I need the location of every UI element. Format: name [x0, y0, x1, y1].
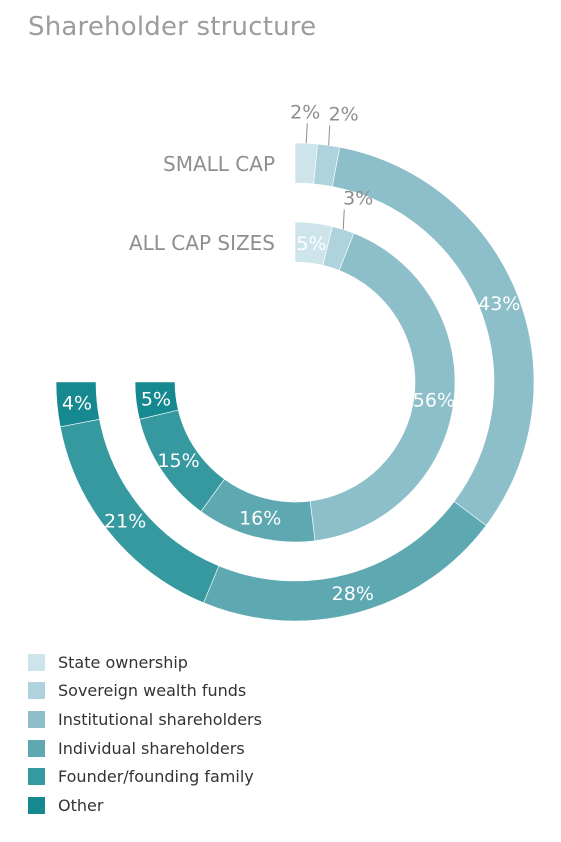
small-cap-segment-other — [55, 381, 100, 428]
small-cap-label-individual: 28% — [332, 583, 374, 605]
legend-label: State ownership — [58, 652, 188, 672]
legend-item-state: State ownership — [28, 648, 262, 677]
small-cap-label-sovereign: 2% — [329, 103, 359, 125]
small-cap-series-label: SMALL CAP — [163, 152, 275, 176]
legend-swatch — [28, 682, 45, 700]
legend-label: Individual shareholders — [58, 738, 245, 758]
legend-item-founder: Founder/founding family — [28, 762, 262, 791]
small-cap-leader-sovereign — [328, 125, 331, 146]
legend-item-other: Other — [28, 791, 262, 820]
all-cap-label-other: 5% — [141, 388, 171, 410]
legend: State ownership Sovereign wealth funds Ins… — [28, 648, 262, 820]
legend-swatch — [28, 653, 45, 671]
all-cap-label-sovereign: 3% — [343, 187, 373, 209]
small-cap-leader-state — [305, 123, 308, 144]
legend-swatch — [28, 710, 45, 728]
legend-swatch — [28, 768, 45, 786]
legend-label: Institutional shareholders — [58, 709, 262, 729]
small-cap-label-other: 4% — [62, 393, 92, 415]
small-cap-label-institutional: 43% — [478, 293, 520, 315]
all-cap-series-label: ALL CAP SIZES — [129, 231, 275, 255]
legend-swatch — [28, 739, 45, 757]
legend-item-individual: Individual shareholders — [28, 734, 262, 763]
all-cap-leader-sovereign — [342, 209, 345, 230]
all-cap-segment-institutional — [309, 232, 456, 542]
chart-title: Shareholder structure — [28, 12, 317, 42]
legend-label: Other — [58, 795, 104, 815]
all-cap-label-institutional: 56% — [413, 390, 455, 412]
legend-item-institutional: Institutional shareholders — [28, 705, 262, 734]
small-cap-label-state: 2% — [290, 101, 320, 123]
legend-label: Founder/founding family — [58, 767, 254, 787]
all-cap-label-individual: 16% — [239, 508, 281, 530]
all-cap-label-state: 5% — [296, 233, 326, 255]
all-cap-segment-other — [134, 381, 179, 420]
legend-item-sovereign: Sovereign wealth funds — [28, 677, 262, 706]
legend-swatch — [28, 796, 45, 814]
small-cap-label-founder: 21% — [104, 510, 146, 532]
legend-label: Sovereign wealth funds — [58, 681, 247, 701]
all-cap-label-founder: 15% — [157, 450, 199, 472]
